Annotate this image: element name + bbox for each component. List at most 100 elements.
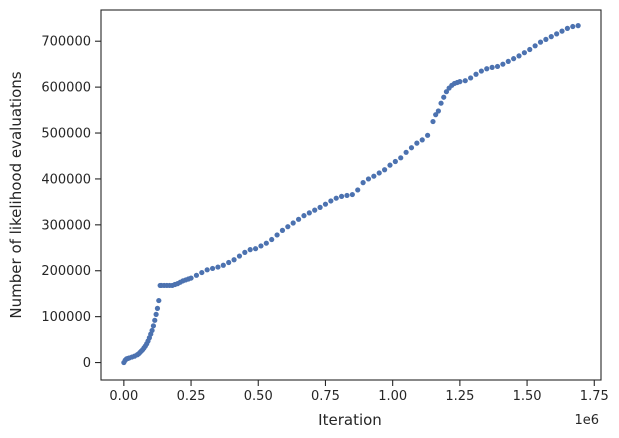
data-point bbox=[382, 167, 388, 173]
data-point bbox=[220, 262, 226, 268]
data-point bbox=[322, 201, 329, 207]
data-point bbox=[252, 246, 259, 252]
data-point bbox=[554, 31, 560, 37]
data-point bbox=[152, 317, 158, 323]
data-point bbox=[285, 224, 291, 230]
data-point bbox=[204, 267, 210, 273]
x-tick-label: 1.00 bbox=[378, 389, 407, 404]
x-tick-label: 0.00 bbox=[109, 389, 138, 404]
data-point bbox=[333, 195, 339, 201]
data-point bbox=[338, 193, 345, 199]
data-point bbox=[516, 53, 522, 59]
data-point bbox=[543, 36, 549, 42]
data-point bbox=[494, 63, 501, 70]
data-point bbox=[199, 269, 205, 276]
data-point bbox=[511, 56, 517, 62]
data-point bbox=[149, 327, 155, 334]
data-point bbox=[489, 64, 495, 70]
data-point bbox=[441, 94, 447, 100]
data-point bbox=[344, 192, 350, 199]
plot-frame bbox=[100, 9, 602, 381]
data-point bbox=[312, 207, 318, 213]
data-point bbox=[392, 158, 398, 165]
data-point bbox=[500, 61, 506, 67]
data-point bbox=[548, 34, 554, 40]
data-point bbox=[468, 75, 474, 81]
data-point bbox=[403, 149, 409, 155]
x-tick-label: 1.75 bbox=[580, 389, 609, 404]
data-point bbox=[414, 140, 420, 146]
data-point bbox=[376, 170, 382, 176]
data-point bbox=[398, 155, 404, 161]
data-point bbox=[226, 259, 232, 266]
data-point bbox=[153, 311, 159, 317]
data-point bbox=[242, 249, 248, 255]
data-point bbox=[425, 132, 431, 138]
data-point bbox=[306, 210, 312, 216]
data-point bbox=[317, 204, 323, 210]
data-point bbox=[521, 50, 527, 56]
data-point bbox=[478, 68, 484, 74]
y-tick-label: 100000 bbox=[41, 310, 91, 325]
data-point bbox=[435, 108, 441, 114]
data-point bbox=[408, 145, 415, 151]
data-point bbox=[154, 305, 161, 311]
data-point bbox=[532, 43, 538, 49]
data-point bbox=[258, 243, 264, 249]
data-point bbox=[349, 191, 355, 198]
y-tick-label: 300000 bbox=[41, 218, 91, 233]
data-point bbox=[360, 180, 366, 186]
data-point bbox=[150, 323, 157, 329]
data-point bbox=[527, 46, 533, 53]
data-point bbox=[575, 23, 581, 29]
data-point bbox=[209, 265, 216, 272]
data-point bbox=[537, 39, 544, 45]
x-tick-label: 1.50 bbox=[513, 389, 542, 404]
data-point bbox=[274, 232, 280, 238]
x-tick-label: 0.75 bbox=[311, 389, 340, 404]
data-point bbox=[570, 23, 576, 30]
data-point bbox=[484, 66, 490, 72]
data-point bbox=[443, 89, 450, 95]
y-axis-label: Number of likelihood evaluations bbox=[7, 71, 25, 318]
data-point bbox=[301, 213, 307, 219]
data-point bbox=[438, 100, 444, 106]
data-point bbox=[430, 118, 436, 125]
data-point bbox=[263, 240, 269, 246]
data-point bbox=[247, 247, 253, 253]
data-point bbox=[371, 173, 377, 179]
data-point bbox=[236, 253, 243, 259]
y-tick-label: 500000 bbox=[41, 127, 91, 142]
x-axis-label: Iteration bbox=[318, 411, 382, 429]
data-point bbox=[419, 137, 425, 143]
y-tick-label: 600000 bbox=[41, 81, 91, 96]
data-point bbox=[564, 25, 571, 31]
x-offset-label: 1e6 bbox=[574, 413, 599, 428]
data-point bbox=[269, 236, 275, 243]
data-point bbox=[559, 28, 565, 34]
y-tick-label: 400000 bbox=[41, 172, 91, 187]
data-point bbox=[433, 112, 439, 118]
y-tick-label: 700000 bbox=[41, 35, 91, 50]
data-point bbox=[279, 227, 286, 233]
y-tick-label: 200000 bbox=[41, 264, 91, 279]
data-point bbox=[156, 297, 162, 304]
data-point bbox=[188, 275, 194, 281]
data-point bbox=[365, 176, 372, 182]
data-point bbox=[328, 198, 334, 204]
data-point bbox=[462, 78, 468, 84]
data-point bbox=[290, 220, 296, 226]
data-point bbox=[387, 162, 393, 168]
y-axis: 0 100000 200000 300000 400000 500000 600000 700… bbox=[41, 35, 101, 371]
x-tick-label: 1.25 bbox=[445, 389, 474, 404]
data-point bbox=[295, 216, 302, 222]
data-points bbox=[121, 23, 581, 366]
data-point bbox=[457, 79, 463, 85]
data-point bbox=[231, 257, 237, 263]
data-point bbox=[505, 58, 511, 65]
x-axis: 0.00 0.25 0.50 0.75 1.00 1.25 1.50 1.75 bbox=[109, 380, 609, 404]
data-point bbox=[215, 264, 221, 270]
data-point bbox=[473, 71, 479, 77]
